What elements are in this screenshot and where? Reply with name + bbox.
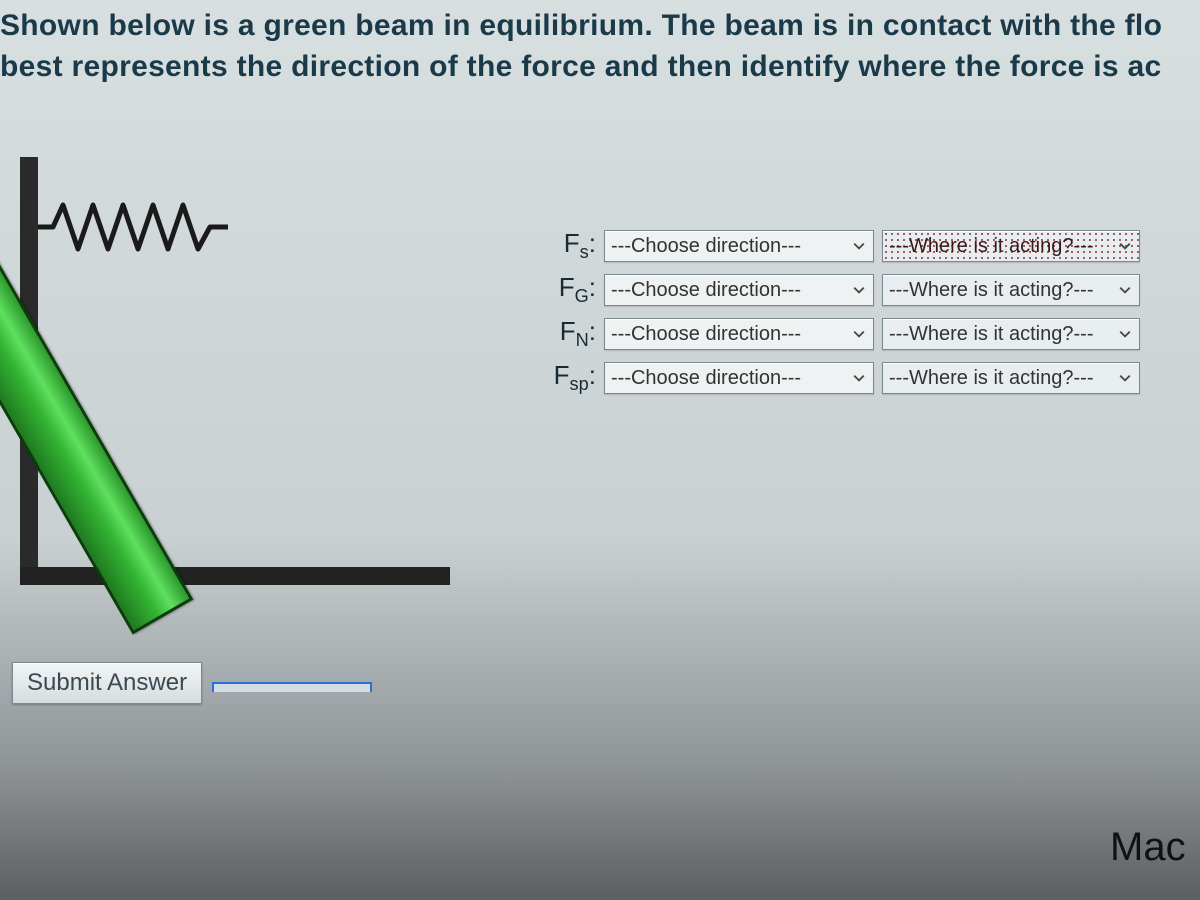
force-label-fsp: Fsp: bbox=[540, 360, 596, 395]
chevron-down-icon bbox=[851, 370, 867, 386]
force-label-main: F bbox=[559, 272, 575, 302]
location-select-fg[interactable]: ---Where is it acting?--- bbox=[882, 274, 1140, 306]
force-label-fg: FG: bbox=[540, 272, 596, 307]
direction-select-fs[interactable]: ---Choose direction--- bbox=[604, 230, 874, 262]
force-label-sub: sp bbox=[570, 375, 589, 395]
chevron-down-icon bbox=[1117, 326, 1133, 342]
location-select-fn[interactable]: ---Where is it acting?--- bbox=[882, 318, 1140, 350]
location-select-fsp[interactable]: ---Where is it acting?--- bbox=[882, 362, 1140, 394]
force-label-sub: G bbox=[575, 287, 589, 307]
force-label-sub: N bbox=[576, 331, 589, 351]
location-select-fs[interactable]: ---Where is it acting?--- bbox=[882, 230, 1140, 262]
force-label-fs: Fs: bbox=[540, 228, 596, 263]
force-row-fg: FG: ---Choose direction--- ---Where is i… bbox=[540, 271, 1200, 309]
question-line-2: best represents the direction of the for… bbox=[0, 50, 1162, 83]
forces-panel: Fs: ---Choose direction--- ---Where is i… bbox=[540, 227, 1200, 403]
beam-diagram bbox=[0, 97, 500, 597]
beam-wrap bbox=[68, 222, 328, 578]
direction-select-fg[interactable]: ---Choose direction--- bbox=[604, 274, 874, 306]
submit-button[interactable]: Submit Answer bbox=[12, 662, 202, 704]
select-placeholder: ---Where is it acting?--- bbox=[889, 235, 1093, 258]
chevron-down-icon bbox=[851, 238, 867, 254]
corner-text: Mac bbox=[1110, 825, 1200, 870]
page: Shown below is a green beam in equilibri… bbox=[0, 0, 1200, 900]
chevron-down-icon bbox=[851, 326, 867, 342]
select-placeholder: ---Where is it acting?--- bbox=[889, 279, 1093, 302]
submit-area: Submit Answer bbox=[12, 662, 202, 704]
force-label-main: F bbox=[560, 316, 576, 346]
chevron-down-icon bbox=[1117, 370, 1133, 386]
chevron-down-icon bbox=[1117, 282, 1133, 298]
force-row-fn: FN: ---Choose direction--- ---Where is i… bbox=[540, 315, 1200, 353]
force-label-main: F bbox=[554, 360, 570, 390]
force-label-main: F bbox=[564, 228, 580, 258]
force-label-fn: FN: bbox=[540, 316, 596, 351]
direction-select-fsp[interactable]: ---Choose direction--- bbox=[604, 362, 874, 394]
chevron-down-icon bbox=[851, 282, 867, 298]
content-area: Fs: ---Choose direction--- ---Where is i… bbox=[0, 97, 1200, 737]
direction-select-fn[interactable]: ---Choose direction--- bbox=[604, 318, 874, 350]
question-line-1: Shown below is a green beam in equilibri… bbox=[0, 9, 1162, 42]
force-row-fsp: Fsp: ---Choose direction--- ---Where is … bbox=[540, 359, 1200, 397]
select-placeholder: ---Choose direction--- bbox=[611, 235, 801, 258]
select-placeholder: ---Choose direction--- bbox=[611, 323, 801, 346]
question-text: Shown below is a green beam in equilibri… bbox=[0, 0, 1200, 97]
force-label-sub: s bbox=[580, 243, 589, 263]
select-placeholder: ---Where is it acting?--- bbox=[889, 323, 1093, 346]
select-placeholder: ---Where is it acting?--- bbox=[889, 367, 1093, 390]
chevron-down-icon bbox=[1117, 238, 1133, 254]
select-placeholder: ---Choose direction--- bbox=[611, 367, 801, 390]
partial-input-outline bbox=[212, 682, 372, 692]
force-row-fs: Fs: ---Choose direction--- ---Where is i… bbox=[540, 227, 1200, 265]
select-placeholder: ---Choose direction--- bbox=[611, 279, 801, 302]
